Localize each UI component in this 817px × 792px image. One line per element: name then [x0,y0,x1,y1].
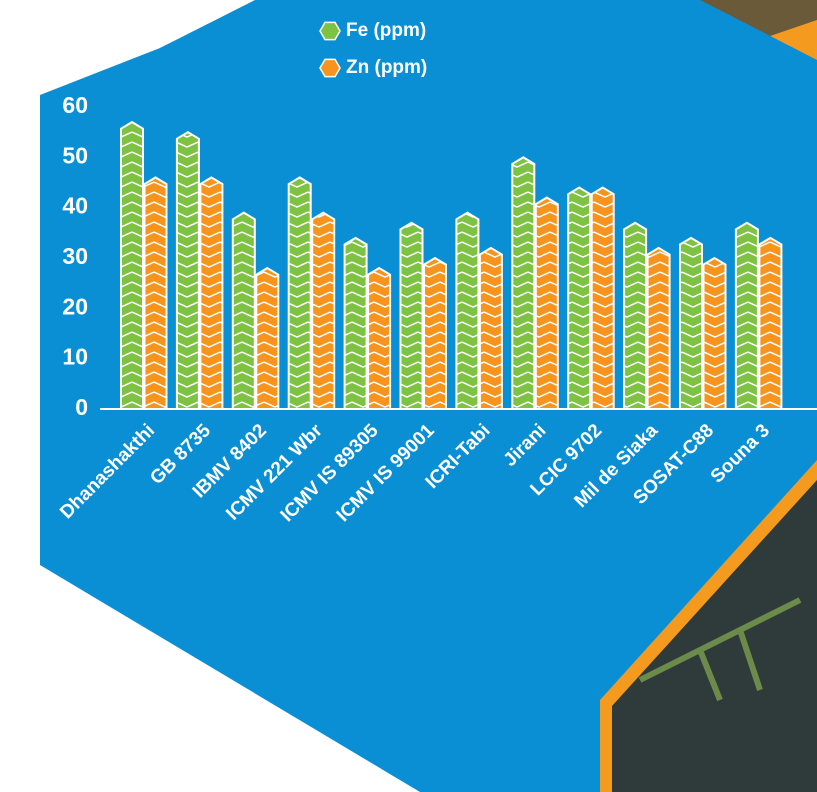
bar [646,246,671,410]
bar [590,186,615,410]
bar [175,131,200,410]
hexagon-edge [160,0,270,55]
y-tick-label: 0 [75,394,88,420]
photo-plant [638,597,802,702]
bar [623,221,648,410]
y-tick-label: 20 [62,293,88,319]
bar [423,256,447,410]
bar [311,211,336,410]
bar [734,221,759,410]
bar [567,186,592,410]
bar [120,120,144,410]
bar [255,266,280,410]
bar [511,156,536,410]
bar [343,236,368,410]
legend-marker [319,58,341,78]
legend-label: Fe (ppm) [346,20,426,41]
bar [679,236,703,410]
photo [612,480,817,792]
bar [399,221,424,410]
bar [478,246,503,410]
y-tick-label: 60 [62,92,88,118]
bar [367,266,392,410]
bar [455,211,480,410]
bar [702,256,727,410]
y-tick-label: 30 [62,243,88,269]
legend-marker [319,21,341,41]
bar [143,176,168,410]
legend-label: Zn (ppm) [346,57,427,78]
bar [534,196,559,410]
bar [287,176,312,410]
bar [199,176,224,410]
bar [758,236,783,410]
y-tick-label: 50 [62,142,88,168]
y-tick-label: 10 [62,344,88,370]
y-tick-label: 40 [62,193,88,219]
bar [231,211,256,410]
